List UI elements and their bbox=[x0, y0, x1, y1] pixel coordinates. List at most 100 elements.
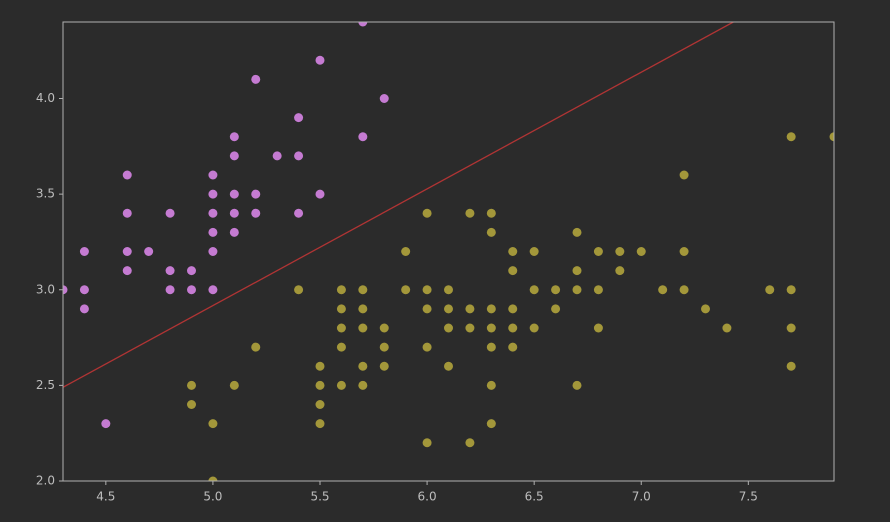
point bbox=[508, 304, 518, 314]
point bbox=[572, 227, 582, 237]
y-tick-label: 2.0 bbox=[36, 474, 55, 488]
point bbox=[336, 380, 346, 390]
point bbox=[508, 342, 518, 352]
point bbox=[701, 304, 710, 314]
decision-line bbox=[63, 22, 734, 388]
point bbox=[422, 438, 432, 448]
point bbox=[444, 285, 453, 295]
point bbox=[315, 55, 325, 65]
point bbox=[529, 285, 539, 295]
point bbox=[336, 323, 346, 333]
point bbox=[658, 285, 668, 295]
point bbox=[122, 208, 132, 218]
point bbox=[422, 208, 432, 218]
point bbox=[465, 323, 475, 333]
point bbox=[679, 170, 689, 180]
point bbox=[379, 361, 389, 371]
point bbox=[679, 285, 689, 295]
y-tick-label: 4.0 bbox=[36, 91, 55, 105]
point bbox=[187, 400, 196, 409]
y-tick-label: 3.5 bbox=[36, 187, 55, 201]
x-tick-label: 7.0 bbox=[632, 490, 651, 504]
x-tick-label: 5.0 bbox=[203, 490, 222, 504]
point bbox=[444, 361, 453, 371]
point bbox=[229, 189, 239, 199]
point bbox=[208, 227, 218, 237]
point bbox=[294, 285, 304, 295]
point bbox=[122, 266, 132, 276]
point bbox=[208, 476, 218, 481]
point bbox=[786, 285, 796, 295]
point bbox=[144, 247, 154, 256]
point bbox=[294, 151, 304, 161]
point bbox=[593, 285, 603, 295]
point bbox=[444, 323, 453, 333]
point bbox=[358, 285, 368, 295]
x-tick-label: 6.5 bbox=[525, 490, 544, 504]
y-tick-label: 2.5 bbox=[36, 378, 55, 392]
point bbox=[229, 208, 239, 218]
point bbox=[401, 247, 411, 256]
point bbox=[465, 438, 475, 448]
y-tick-label: 3.0 bbox=[36, 282, 55, 296]
point bbox=[572, 266, 582, 276]
point bbox=[551, 304, 561, 314]
point bbox=[636, 247, 646, 256]
point bbox=[315, 400, 325, 409]
point bbox=[465, 208, 475, 218]
point bbox=[358, 323, 368, 333]
point bbox=[208, 285, 218, 295]
point bbox=[486, 380, 496, 390]
point bbox=[101, 419, 111, 429]
point bbox=[208, 419, 218, 429]
point bbox=[208, 208, 218, 218]
point bbox=[63, 285, 68, 295]
point bbox=[615, 247, 625, 256]
point bbox=[486, 419, 496, 429]
point bbox=[272, 151, 282, 161]
point bbox=[508, 247, 518, 256]
point bbox=[358, 380, 368, 390]
point bbox=[486, 227, 496, 237]
point bbox=[508, 323, 518, 333]
plot-area bbox=[63, 22, 834, 481]
point bbox=[722, 323, 732, 333]
point bbox=[593, 323, 603, 333]
x-tick-label: 6.0 bbox=[418, 490, 437, 504]
point bbox=[294, 208, 304, 218]
point bbox=[165, 266, 175, 276]
point bbox=[422, 285, 432, 295]
point bbox=[358, 361, 368, 371]
x-tick-label: 7.5 bbox=[739, 490, 758, 504]
point bbox=[336, 342, 346, 352]
point bbox=[529, 247, 539, 256]
point bbox=[765, 285, 775, 295]
point bbox=[315, 361, 325, 371]
point bbox=[79, 285, 89, 295]
point bbox=[486, 304, 496, 314]
point bbox=[572, 285, 582, 295]
point bbox=[422, 342, 432, 352]
point bbox=[122, 170, 132, 180]
point bbox=[294, 113, 304, 123]
point bbox=[529, 323, 539, 333]
point bbox=[229, 380, 239, 390]
point bbox=[486, 208, 496, 218]
point bbox=[251, 208, 261, 218]
point bbox=[336, 285, 346, 295]
point bbox=[79, 304, 89, 314]
point bbox=[79, 247, 89, 256]
point bbox=[508, 266, 518, 276]
point bbox=[187, 266, 196, 276]
point bbox=[229, 227, 239, 237]
point bbox=[379, 323, 389, 333]
point bbox=[358, 304, 368, 314]
point bbox=[229, 151, 239, 161]
point bbox=[251, 74, 261, 84]
point bbox=[572, 380, 582, 390]
point bbox=[486, 323, 496, 333]
point bbox=[786, 132, 796, 142]
point bbox=[551, 285, 561, 295]
point bbox=[187, 285, 196, 295]
